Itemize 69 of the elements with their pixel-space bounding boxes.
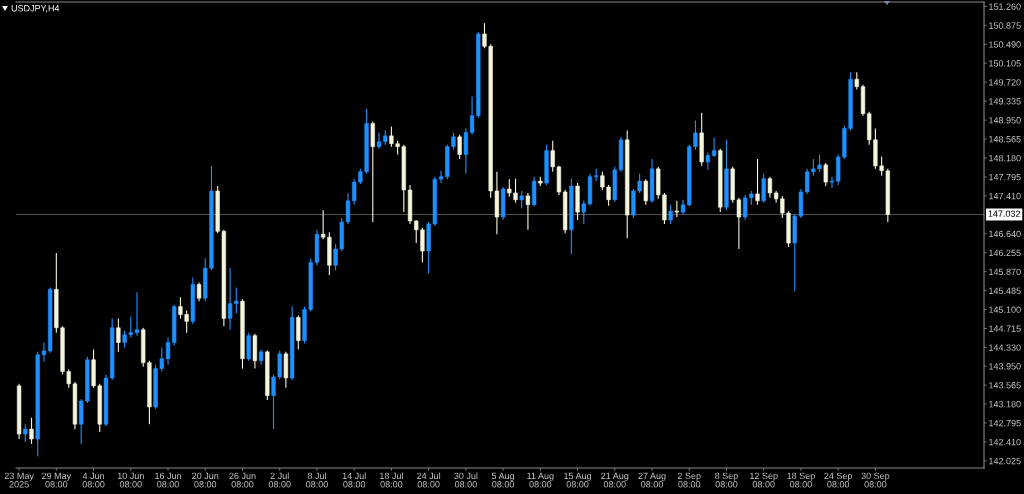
x-tick-label: 11 Aug 08:00 <box>527 472 554 488</box>
candlestick <box>370 121 375 223</box>
candlestick <box>531 176 537 207</box>
y-tick-label: 148.565 <box>989 136 1021 143</box>
x-tick-label: 20 Jun 08:00 <box>192 472 219 488</box>
candlestick <box>755 158 760 206</box>
x-tick-label: 10 Jun 08:00 <box>117 472 144 488</box>
y-tick-label: 145.100 <box>989 306 1021 313</box>
candlestick <box>643 178 648 206</box>
y-tick-label: 142.410 <box>989 438 1021 446</box>
y-tick-label: 150.875 <box>989 22 1021 29</box>
y-tick-label: 147.410 <box>989 192 1021 200</box>
x-tick-label: 24 Jul 08:00 <box>417 472 441 488</box>
y-tick-label: 146.640 <box>989 230 1021 238</box>
y-tick-label: 150.105 <box>989 60 1021 67</box>
candlestick <box>196 281 202 302</box>
x-tick-label: 21 Aug 08:00 <box>601 472 629 488</box>
candlestick <box>525 192 531 231</box>
y-tick-label: 149.720 <box>989 79 1021 86</box>
y-tick-label: 148.180 <box>989 154 1021 162</box>
y-tick-label: 149.335 <box>989 98 1021 105</box>
y-tick-label: 144.715 <box>989 325 1021 332</box>
x-tick-label: 18 Sep 08:00 <box>787 472 815 488</box>
y-tick-label: 144.330 <box>989 344 1021 351</box>
y-tick-label: 150.490 <box>989 41 1021 48</box>
candlestick <box>761 173 766 204</box>
y-tick-label: 148.950 <box>989 117 1021 124</box>
candlestick <box>116 317 121 353</box>
x-tick-label: 12 Sep 08:00 <box>750 472 778 488</box>
candlestick <box>705 152 711 171</box>
x-tick-label: 30 Jul 08:00 <box>454 472 478 488</box>
x-tick-label: 8 Sep 08:00 <box>715 472 738 488</box>
y-tick-label: 145.870 <box>989 268 1021 276</box>
x-tick-label: 2 Jul 08:00 <box>268 472 291 488</box>
y-tick-label: 147.795 <box>989 173 1021 181</box>
candlestick <box>668 204 673 225</box>
candlestick <box>767 176 773 199</box>
y-tick-label: 143.950 <box>989 363 1021 370</box>
ref-line-label: 147.032 <box>988 210 1021 217</box>
candlestick <box>463 127 469 175</box>
x-tick-label: 27 Aug 08:00 <box>638 472 666 488</box>
y-tick-label: 143.565 <box>989 382 1021 389</box>
x-tick-label: 4 Jun 08:00 <box>82 472 105 488</box>
y-tick-label: 145.485 <box>989 287 1021 294</box>
x-tick-label: 24 Sep 08:00 <box>824 472 853 488</box>
candlestick <box>829 176 835 189</box>
chart-title: USDJPY,H4 <box>11 5 60 13</box>
x-tick-label: 8 Jul 08:00 <box>306 472 328 488</box>
x-tick-label: 18 Jul 08:00 <box>380 472 403 488</box>
x-tick-label: 16 Jun 08:00 <box>155 472 181 488</box>
candlestick <box>711 137 717 158</box>
x-tick-label: 2 Sep 08:00 <box>677 472 701 488</box>
y-tick-label: 142.025 <box>989 457 1021 465</box>
x-tick-label: 26 Jun 08:00 <box>229 472 256 488</box>
candlestick <box>296 314 301 350</box>
y-tick-label: 142.795 <box>989 419 1021 427</box>
y-tick-label: 143.180 <box>989 401 1021 408</box>
x-tick-label: 15 Aug 08:00 <box>564 472 592 488</box>
y-tick-label: 146.255 <box>989 249 1021 257</box>
x-tick-label: 14 Jul 08:00 <box>342 472 366 488</box>
x-tick-label: 30 Sep 08:00 <box>861 472 890 488</box>
candlestick <box>29 417 34 445</box>
x-tick-label: 23 May 2025 <box>4 472 34 488</box>
x-tick-label: 29 May 08:00 <box>41 472 72 488</box>
candlestick <box>823 162 828 187</box>
y-tick-label: 151.260 <box>989 3 1021 10</box>
x-tick-label: 5 Aug 08:00 <box>491 472 515 488</box>
candlestick <box>246 332 251 362</box>
candlestick <box>457 134 462 160</box>
